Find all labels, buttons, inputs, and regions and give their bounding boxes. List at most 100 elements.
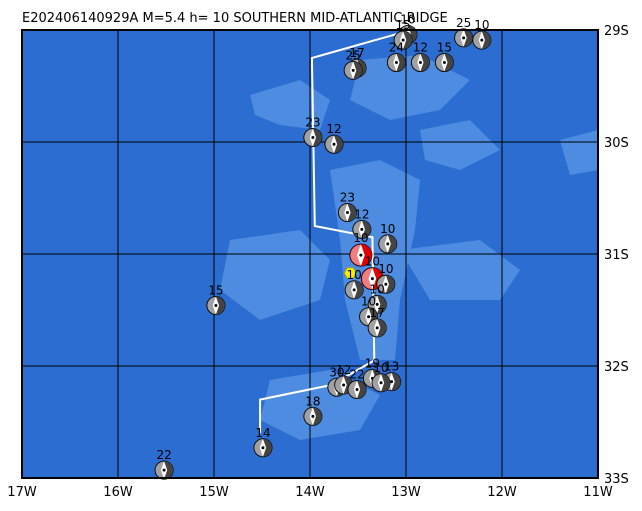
- beachball-quadrant: [368, 318, 378, 337]
- depth-label: 15: [437, 40, 452, 54]
- beachball-quadrant: [387, 234, 397, 253]
- beachball-center: [351, 68, 355, 72]
- depth-label: 10: [347, 268, 362, 282]
- lat-label: 29S: [604, 24, 629, 39]
- beachball-quadrant: [348, 380, 358, 399]
- beachball-center: [352, 288, 356, 292]
- beachball: [253, 438, 273, 458]
- beachball-center: [379, 381, 383, 385]
- beachball-quadrant: [396, 53, 406, 72]
- beachball-quadrant: [352, 220, 362, 239]
- lon-label: 14W: [295, 485, 325, 500]
- beachball-center: [332, 142, 336, 146]
- beachball-quadrant: [472, 31, 482, 50]
- beachball-quadrant: [215, 296, 225, 315]
- beachball: [349, 243, 373, 267]
- depth-label: 24: [389, 40, 404, 54]
- beachball-center: [375, 326, 379, 330]
- beachball-quadrant: [359, 307, 369, 326]
- beachball-quadrant: [435, 53, 445, 72]
- beachball-quadrant: [444, 53, 454, 72]
- depth-label: 10: [378, 262, 393, 276]
- beachball: [303, 406, 323, 426]
- beachball-center: [442, 60, 446, 64]
- beachball-quadrant: [372, 373, 382, 392]
- beachball-quadrant: [411, 53, 421, 72]
- lon-label: 13W: [391, 485, 421, 500]
- beachball-quadrant: [325, 135, 334, 154]
- beachball-quadrant: [312, 407, 322, 426]
- beachball-center: [418, 60, 422, 64]
- depth-label: 23: [305, 116, 320, 130]
- beachball-center: [311, 136, 315, 140]
- beachball-quadrant: [394, 31, 404, 50]
- beachball-quadrant: [385, 275, 395, 294]
- beachball-center: [355, 388, 359, 392]
- beachball: [386, 52, 406, 72]
- beachball-center: [345, 211, 349, 215]
- beachball-center: [311, 414, 315, 418]
- beachball-quadrant: [361, 267, 373, 290]
- lat-label: 31S: [604, 248, 629, 263]
- depth-label: 25: [346, 48, 361, 62]
- beachball-quadrant: [357, 380, 367, 399]
- beachball-quadrant: [378, 234, 388, 253]
- depth-label: 15: [395, 18, 410, 32]
- beachball-quadrant: [334, 376, 344, 395]
- depth-label: 10: [361, 295, 376, 309]
- beachball-center: [390, 380, 394, 384]
- depth-label: 22: [349, 368, 364, 382]
- beachball-quadrant: [349, 244, 361, 267]
- beachball-quadrant: [454, 28, 464, 47]
- depth-label: 12: [326, 122, 341, 136]
- beachball-center: [462, 36, 466, 40]
- depth-label: 17: [349, 46, 364, 60]
- beachball: [472, 30, 492, 50]
- lon-label: 12W: [487, 485, 517, 500]
- beachball-quadrant: [334, 135, 343, 154]
- beachball-center: [394, 60, 398, 64]
- depth-label: 13: [384, 360, 399, 374]
- beachball-quadrant: [164, 461, 174, 480]
- beachball-quadrant: [377, 318, 387, 337]
- beachball-center: [360, 227, 364, 231]
- beachball: [324, 134, 344, 154]
- depth-label: 19: [365, 356, 380, 370]
- lon-label: 16W: [103, 485, 133, 500]
- beachball: [352, 219, 372, 239]
- depth-label: 12: [354, 207, 369, 221]
- beachball: [376, 274, 396, 294]
- beachball-quadrant: [347, 203, 357, 222]
- depth-label: 12: [336, 363, 351, 377]
- beachball-quadrant: [481, 31, 491, 50]
- beachball-quadrant: [463, 28, 473, 47]
- beachball-quadrant: [338, 203, 348, 222]
- beachball-quadrant: [391, 372, 401, 391]
- beachball-quadrant: [206, 296, 216, 315]
- beachball: [371, 373, 391, 393]
- beachball-quadrant: [420, 53, 430, 72]
- beachball-quadrant: [303, 128, 313, 147]
- beachball-quadrant: [377, 295, 387, 314]
- lon-label: 17W: [7, 485, 37, 500]
- beachball-center: [367, 315, 371, 319]
- depth-label: 10: [370, 282, 385, 296]
- beachball-quadrant: [387, 53, 397, 72]
- depth-label: 23: [340, 191, 355, 205]
- title: E202406140929A M=5.4 h= 10 SOUTHERN MID-…: [22, 11, 448, 26]
- beachball-quadrant: [403, 31, 413, 50]
- bathymetry: [220, 55, 598, 440]
- depth-label: 10: [380, 222, 395, 236]
- beachball-quadrant: [361, 220, 371, 239]
- beachball: [367, 318, 387, 338]
- lon-label: 11W: [583, 485, 613, 500]
- beachball: [344, 280, 364, 300]
- beachball-quadrant: [262, 438, 272, 457]
- depth-label: 10: [353, 231, 368, 245]
- beachball-center: [401, 38, 405, 42]
- beachball-quadrant: [303, 407, 313, 426]
- beachball-center: [386, 242, 390, 246]
- depth-label: 25: [456, 16, 471, 30]
- depth-label: 22: [156, 448, 171, 462]
